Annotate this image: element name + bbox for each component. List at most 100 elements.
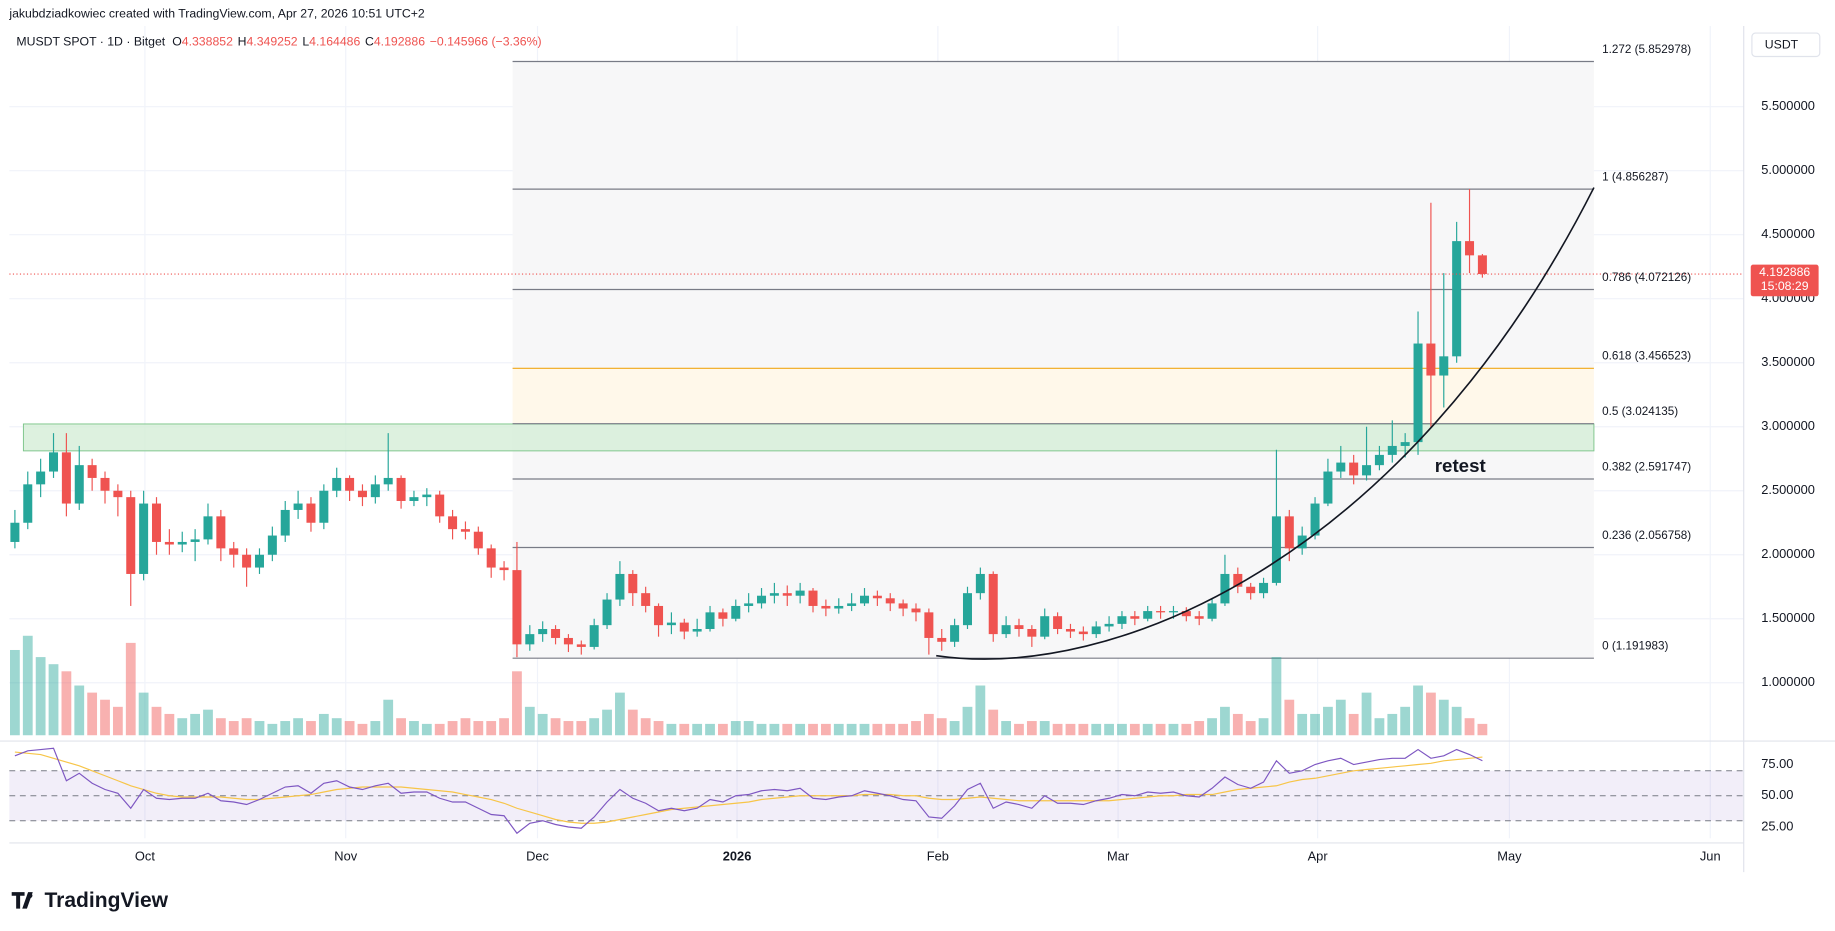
volume-bar bbox=[988, 709, 999, 736]
volume-bar bbox=[808, 723, 818, 736]
volume-bar bbox=[357, 723, 368, 736]
volume-bar bbox=[872, 723, 883, 736]
legend-value: 4.349252 bbox=[246, 35, 297, 49]
candle-body bbox=[306, 503, 316, 523]
candle-body bbox=[280, 509, 290, 536]
legend-letter: L bbox=[302, 35, 309, 49]
volume-bar bbox=[267, 723, 278, 736]
volume-bar bbox=[1155, 723, 1166, 736]
y-tick-label: 2.000000 bbox=[1761, 546, 1815, 561]
candle-body bbox=[731, 605, 741, 619]
volume-bar bbox=[859, 723, 870, 736]
volume-bar bbox=[923, 713, 934, 736]
candle-body bbox=[370, 484, 380, 498]
volume-bar bbox=[370, 721, 381, 736]
fib-band bbox=[512, 479, 1594, 548]
volume-bar bbox=[190, 713, 201, 736]
candle-body bbox=[1014, 625, 1024, 629]
candle-body bbox=[1465, 241, 1475, 256]
volume-bar bbox=[1091, 723, 1102, 736]
candle-body bbox=[628, 573, 638, 594]
candle-body bbox=[705, 612, 715, 629]
volume-bar bbox=[318, 713, 329, 736]
volume-bar bbox=[486, 721, 497, 736]
legend-change: −0.145966 (−3.36%) bbox=[430, 35, 542, 49]
candle-body bbox=[924, 612, 934, 638]
candle-body bbox=[1130, 616, 1140, 619]
x-tick-label: Jun bbox=[1700, 848, 1721, 863]
candle-body bbox=[1297, 535, 1307, 549]
candle-body bbox=[1143, 611, 1153, 619]
candle-body bbox=[216, 516, 226, 549]
last-price-box bbox=[1750, 264, 1819, 297]
volume-bar bbox=[975, 685, 986, 736]
volume-bar bbox=[1104, 723, 1114, 736]
candle-body bbox=[1323, 471, 1333, 504]
volume-bar bbox=[602, 709, 612, 736]
candle-body bbox=[654, 605, 664, 626]
candle-body bbox=[1091, 626, 1101, 635]
candle-body bbox=[126, 497, 136, 574]
main-layer bbox=[9, 60, 1744, 835]
candle-body bbox=[100, 477, 110, 491]
symbol: MUSDT SPOT · 1D · Bitget bbox=[16, 35, 165, 49]
candle-body bbox=[563, 637, 573, 645]
candle-body bbox=[666, 622, 676, 626]
volume-bar bbox=[743, 721, 754, 736]
candle-body bbox=[1104, 623, 1114, 627]
currency-label[interactable]: USDT bbox=[1765, 38, 1799, 52]
volume-bar bbox=[795, 723, 806, 736]
candle-body bbox=[10, 522, 20, 542]
x-tick-label: Mar bbox=[1107, 848, 1130, 863]
volume-bar bbox=[344, 721, 355, 736]
candle-body bbox=[1413, 343, 1423, 443]
candle-body bbox=[1439, 356, 1449, 376]
candle-body bbox=[679, 622, 689, 632]
volume-bar bbox=[473, 721, 484, 736]
candle-body bbox=[1156, 611, 1166, 613]
candle-body bbox=[177, 541, 187, 545]
candle-body bbox=[1259, 582, 1269, 594]
volume-bar bbox=[1451, 706, 1462, 736]
candle-body bbox=[1400, 442, 1410, 446]
volume-bar bbox=[1258, 718, 1269, 736]
candle-body bbox=[242, 554, 252, 568]
candle-body bbox=[602, 599, 612, 626]
volume-bar bbox=[962, 706, 973, 736]
candle-body bbox=[1168, 611, 1178, 613]
candle-body bbox=[615, 573, 625, 600]
candle-body bbox=[950, 625, 960, 642]
volume-bar bbox=[74, 685, 85, 736]
volume-bar bbox=[1387, 713, 1398, 736]
volume-bar bbox=[421, 723, 432, 736]
candle-body bbox=[834, 605, 844, 609]
volume-bar bbox=[1168, 723, 1179, 736]
volume-bar bbox=[1271, 657, 1282, 736]
candle-body bbox=[267, 535, 277, 555]
volume-bar bbox=[1297, 713, 1308, 736]
volume-bar bbox=[331, 718, 342, 736]
volume-bar bbox=[1207, 718, 1217, 736]
y-tick-label: 3.500000 bbox=[1761, 354, 1815, 369]
volume-bar bbox=[679, 723, 690, 736]
candle-body bbox=[769, 593, 779, 596]
volume-bar bbox=[151, 706, 162, 736]
volume-bar bbox=[203, 709, 213, 736]
background-layer bbox=[9, 26, 1744, 839]
volume-bar bbox=[293, 718, 303, 736]
volume-bar bbox=[885, 723, 896, 736]
fib-label: 0 (1.191983) bbox=[1602, 640, 1668, 653]
volume-bar bbox=[782, 723, 793, 736]
currency-button[interactable] bbox=[1751, 32, 1821, 58]
candle-body bbox=[1233, 573, 1243, 587]
candle-body bbox=[345, 477, 355, 491]
volume-bar bbox=[228, 721, 239, 736]
fib-label: 1 (4.856287) bbox=[1602, 171, 1668, 184]
legend-value: 4.164486 bbox=[309, 35, 360, 49]
volume-bar bbox=[215, 718, 226, 736]
volume-bar bbox=[537, 713, 548, 736]
volume-bar bbox=[1026, 721, 1037, 736]
candle-body bbox=[1426, 343, 1436, 376]
volume-bar bbox=[1078, 723, 1089, 736]
y-tick-label: 1.000000 bbox=[1761, 674, 1815, 689]
